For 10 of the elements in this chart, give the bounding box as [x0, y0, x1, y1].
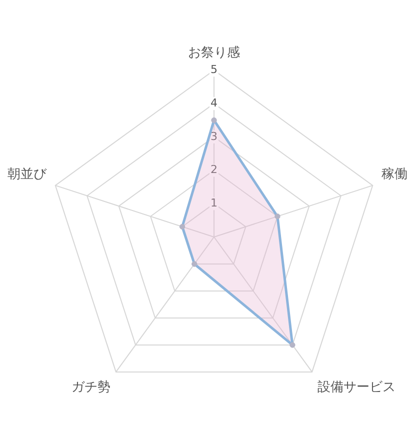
spoke-label: ガチ勢 [71, 380, 110, 395]
y-tick-label: 3 [210, 130, 218, 143]
y-tick-label: 4 [210, 96, 218, 110]
y-tick-label: 2 [210, 163, 218, 176]
y-tick-label: 5 [210, 63, 218, 76]
spoke-label: 設備サービス [318, 380, 396, 395]
spoke-label: お祭り感 [188, 45, 240, 60]
spoke-label: 稼働 [382, 167, 408, 182]
y-tick-label: 1 [210, 196, 218, 210]
spoke-label: 朝並び [7, 167, 48, 182]
